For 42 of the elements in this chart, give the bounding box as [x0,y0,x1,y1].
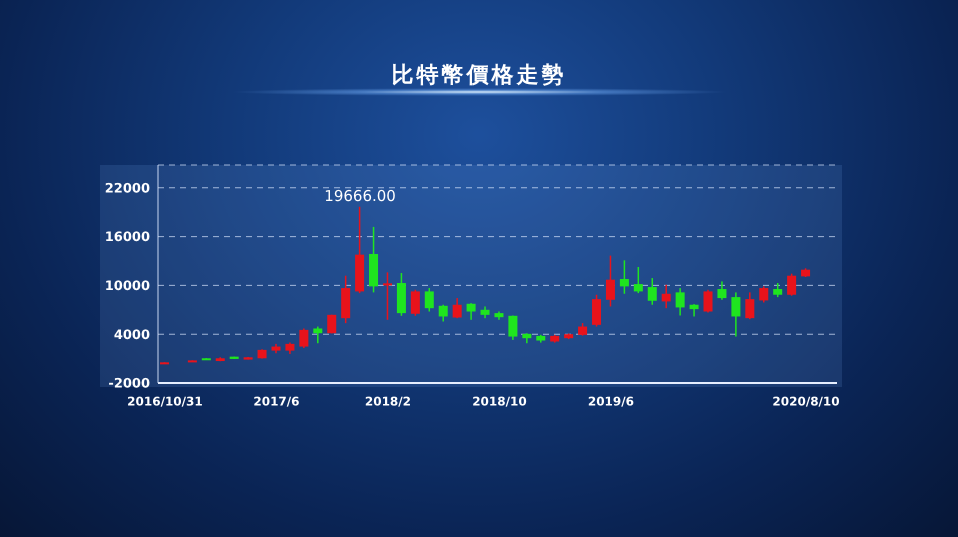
candlestick [773,282,782,298]
candlestick [285,342,294,355]
y-tick-label: -2000 [108,376,150,392]
y-tick-label: 16000 [104,230,150,246]
candlestick [620,260,629,295]
candlestick [424,287,434,312]
x-tick-label: 2020/8/10 [772,394,840,409]
candlestick [606,254,615,308]
x-tick-label: 2018/2 [364,394,412,409]
x-tick-label: 2016/10/31 [127,394,203,409]
y-tick-label: 10000 [104,279,150,294]
candlestick [745,292,754,320]
x-tick-label: 2017/6 [253,394,300,409]
candlestick [787,272,796,296]
candlestick [578,322,588,336]
y-tick-label: 4000 [114,328,150,343]
candlestick [480,306,490,319]
candlestick [717,280,726,301]
candlestick [662,284,671,309]
candlestick [271,343,280,354]
candlestick [731,292,740,338]
candlestick [759,286,768,304]
candlestick [634,266,643,294]
candlestick [410,289,420,317]
x-tick-label: 2019/6 [588,394,634,409]
candlestick [704,289,713,314]
candlestick [676,287,685,316]
candlestick [522,332,532,344]
y-tick-label: 22000 [104,181,150,196]
candlestick [327,314,336,334]
candlestick [299,328,308,349]
candlestick [466,302,476,321]
candlestick [452,297,462,319]
candlestick [648,277,657,306]
candlestick [438,304,448,322]
candlestick [690,303,699,318]
annotation: 19666.00 [324,186,396,205]
x-tick-label: 2018/10 [472,394,527,409]
candlestick [508,314,518,341]
candlestick [313,326,322,344]
chart-title: 比特幣價格走勢 [390,62,568,90]
candlestick [382,272,392,321]
